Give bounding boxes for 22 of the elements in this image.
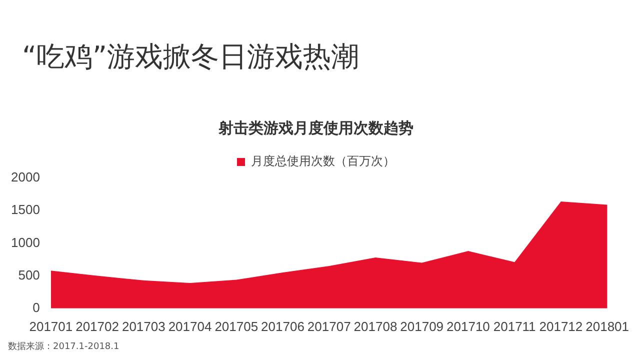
x-tick-label: 201709 bbox=[400, 318, 444, 334]
y-tick-label: 2000 bbox=[11, 170, 40, 185]
x-tick-label: 201708 bbox=[354, 318, 398, 334]
legend-label: 月度总使用次数（百万次） bbox=[251, 154, 395, 168]
x-tick-label: 201702 bbox=[76, 318, 119, 334]
x-tick-label: 201711 bbox=[493, 318, 536, 334]
y-tick-label: 500 bbox=[18, 267, 40, 282]
chart-title: “吃鸡”游戏掀冬日游戏热潮 bbox=[22, 39, 360, 75]
x-tick-label: 201706 bbox=[261, 318, 304, 334]
chart-subtitle: 射击类游戏月度使用次数趋势 bbox=[218, 118, 414, 137]
y-tick-label: 1000 bbox=[11, 234, 40, 250]
x-tick-label: 201707 bbox=[307, 318, 351, 334]
y-tick-label: 1500 bbox=[11, 202, 40, 218]
x-tick-label: 201703 bbox=[122, 318, 166, 334]
y-tick-label: 0 bbox=[32, 300, 40, 315]
source-note: 数据来源：2017.1-2018.1 bbox=[8, 340, 120, 353]
x-tick-label: 201801 bbox=[586, 318, 630, 334]
x-tick-label: 201705 bbox=[214, 318, 258, 334]
x-tick-label: 201704 bbox=[168, 318, 212, 334]
x-tick-label: 201712 bbox=[539, 318, 583, 334]
x-tick-label: 201701 bbox=[29, 318, 73, 334]
x-tick-label: 201710 bbox=[446, 318, 490, 334]
